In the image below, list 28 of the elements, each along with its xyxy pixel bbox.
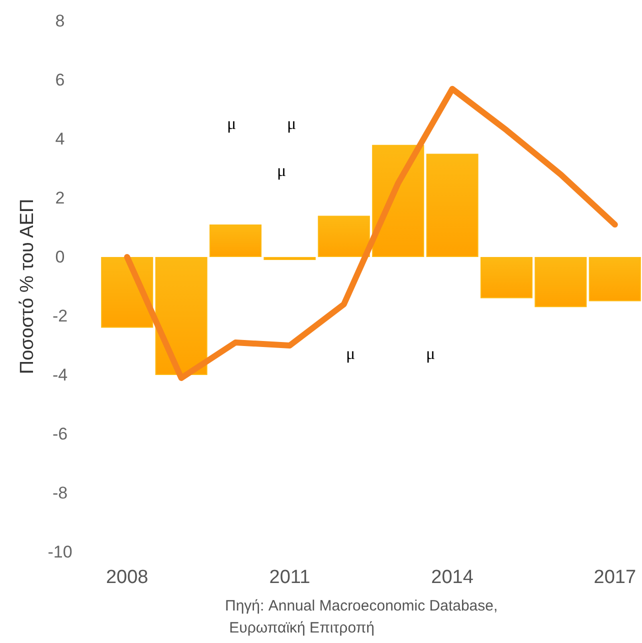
y-tick-label: 0 bbox=[55, 248, 65, 266]
x-tick-label: 2008 bbox=[106, 567, 148, 588]
y-tick-label: 2 bbox=[55, 188, 65, 208]
y-tick-label: -6 bbox=[52, 424, 68, 444]
y-axis-title: Ποσοστό % του ΑΕΠ bbox=[16, 198, 38, 374]
y-tick-label: 8 bbox=[55, 12, 65, 30]
annotation: μ bbox=[287, 114, 296, 133]
x-tick-label: 2017 bbox=[594, 567, 636, 588]
bar bbox=[318, 216, 370, 257]
y-tick-label: -4 bbox=[52, 366, 68, 384]
bar bbox=[534, 257, 587, 308]
x-tick-label: 2011 bbox=[269, 567, 310, 588]
y-tick-label: -8 bbox=[52, 484, 68, 502]
y-tick-label: 6 bbox=[55, 70, 65, 90]
text: Πηγή: Annual Macroeconomic Database, Ευρωπαϊκή Επιτροπή bbox=[225, 598, 498, 636]
bar bbox=[155, 257, 208, 375]
annotation: μ bbox=[426, 344, 436, 363]
annotation: μ bbox=[277, 161, 286, 180]
y-tick-label: -10 bbox=[48, 542, 72, 562]
x-tick-label: 2014 bbox=[431, 567, 474, 588]
y-tick-label: 4 bbox=[55, 130, 65, 148]
bar bbox=[426, 154, 478, 257]
bar bbox=[588, 257, 641, 302]
bar bbox=[209, 224, 262, 257]
y-tick-label: -2 bbox=[52, 306, 68, 326]
bar bbox=[480, 257, 533, 298]
annotation: μ bbox=[227, 114, 236, 133]
annotation: μ bbox=[346, 344, 356, 363]
